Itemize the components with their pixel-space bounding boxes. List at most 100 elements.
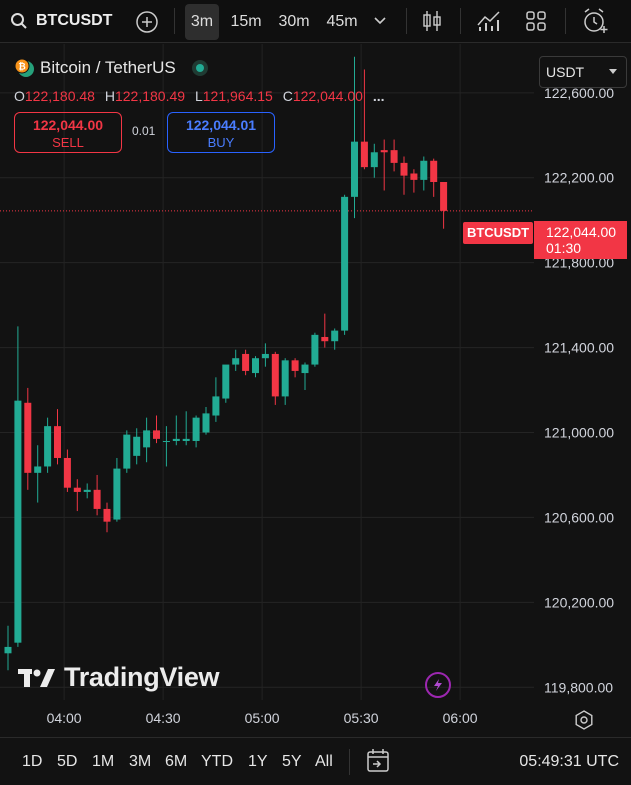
candle[interactable] (162, 426, 170, 467)
candle[interactable] (24, 387, 32, 490)
candle[interactable] (93, 474, 101, 516)
interval-45m-button[interactable]: 45m (326, 13, 358, 30)
candle[interactable] (212, 377, 220, 422)
symbol-title[interactable]: Bitcoin / TetherUS (40, 58, 176, 77)
candle[interactable] (153, 415, 160, 444)
candle-body (311, 334, 319, 365)
layout-grid-icon[interactable] (525, 10, 547, 32)
candle[interactable] (311, 332, 319, 367)
interval-3m-button[interactable]: 3m (185, 4, 219, 40)
candles-icon[interactable] (420, 9, 444, 33)
high-value: 122,180.49 (114, 88, 186, 104)
chart-settings-icon[interactable] (574, 710, 594, 730)
tradingview-watermark[interactable]: TradingView (18, 662, 220, 693)
candle-body (360, 141, 368, 168)
candle[interactable] (360, 69, 368, 170)
candle-body (301, 364, 309, 374)
range-1m-button[interactable]: 1M (92, 753, 115, 770)
candle[interactable] (410, 169, 418, 193)
candle[interactable] (281, 358, 289, 405)
quote-currency-select[interactable]: USDT (539, 56, 627, 88)
candle-body (331, 330, 339, 342)
candle[interactable] (430, 158, 438, 197)
indicators-icon[interactable] (476, 9, 502, 33)
candle[interactable] (63, 449, 71, 492)
candle-body (44, 426, 52, 467)
last-price-value: 122,044.00 (546, 224, 617, 240)
range-5d-button[interactable]: 5D (57, 753, 78, 770)
symbol-search[interactable]: BTCUSDT (10, 8, 112, 34)
more-values-button[interactable]: ... (372, 88, 385, 104)
interval-15m-button[interactable]: 15m (230, 13, 262, 30)
buy-button[interactable]: 122,044.01 BUY (167, 112, 275, 153)
go-to-date-icon[interactable] (364, 747, 392, 775)
candle[interactable] (380, 139, 388, 191)
range-all-button[interactable]: All (315, 753, 333, 770)
candle-body (93, 489, 101, 509)
candle[interactable] (341, 194, 349, 335)
candle[interactable] (271, 351, 279, 405)
candle[interactable] (73, 479, 81, 512)
lightning-icon[interactable] (425, 672, 451, 698)
candle[interactable] (143, 417, 151, 463)
candles-layer (4, 56, 448, 671)
toolbar-divider (460, 8, 461, 34)
bitcoin-tether-icon: ₿ (14, 58, 34, 77)
candle[interactable] (182, 411, 190, 446)
candle-body (83, 489, 91, 492)
candle[interactable] (34, 445, 42, 503)
candle[interactable] (172, 415, 180, 446)
range-6m-button[interactable]: 6M (165, 753, 188, 770)
market-status-indicator[interactable] (191, 60, 208, 76)
time-axis-label: 04:00 (47, 710, 82, 726)
sell-button[interactable]: 122,044.00 SELL (14, 112, 122, 153)
candle[interactable] (123, 430, 131, 473)
range-ytd-button[interactable]: YTD (201, 753, 233, 770)
candle[interactable] (202, 407, 210, 435)
symbol-legend: ₿ Bitcoin / TetherUS (14, 58, 208, 78)
candle[interactable] (4, 625, 12, 671)
candle[interactable] (222, 364, 230, 403)
candle[interactable] (113, 457, 121, 522)
toolbar-divider (565, 8, 566, 34)
candle[interactable] (252, 356, 259, 378)
candle[interactable] (261, 343, 269, 367)
candle[interactable] (301, 362, 309, 391)
range-1y-button[interactable]: 1Y (248, 753, 268, 770)
candle[interactable] (103, 502, 111, 533)
candle[interactable] (83, 483, 91, 499)
candle[interactable] (242, 349, 250, 376)
candle[interactable] (390, 139, 398, 172)
range-1d-button[interactable]: 1D (22, 753, 43, 770)
alert-clock-icon[interactable] (581, 8, 609, 34)
candle[interactable] (192, 415, 200, 448)
candle[interactable] (321, 313, 329, 348)
candle[interactable] (14, 326, 22, 647)
candle[interactable] (351, 56, 358, 219)
candle-body (63, 457, 71, 488)
candle[interactable] (420, 156, 428, 191)
candle[interactable] (440, 181, 448, 229)
candle[interactable] (44, 417, 52, 473)
candle[interactable] (232, 349, 240, 371)
candle[interactable] (133, 428, 141, 465)
candle[interactable] (291, 358, 299, 378)
ohlc-label: H (104, 88, 115, 104)
candle[interactable] (370, 143, 378, 178)
watermark-text: TradingView (64, 662, 220, 692)
candle[interactable] (400, 156, 408, 195)
toolbar-divider (349, 749, 350, 775)
interval-30m-button[interactable]: 30m (278, 13, 310, 30)
range-5y-button[interactable]: 5Y (282, 753, 302, 770)
toolbar-divider (174, 8, 175, 34)
range-3m-button[interactable]: 3M (129, 753, 152, 770)
candle-body (380, 150, 388, 153)
utc-clock[interactable]: 05:49:31 UTC (519, 753, 619, 770)
bar-countdown: 01:30 (546, 240, 582, 256)
candle[interactable] (331, 328, 339, 350)
add-compare-icon[interactable] (135, 10, 159, 34)
candle[interactable] (54, 409, 61, 465)
candle-body (370, 152, 378, 168)
chevron-down-icon[interactable] (373, 16, 387, 26)
